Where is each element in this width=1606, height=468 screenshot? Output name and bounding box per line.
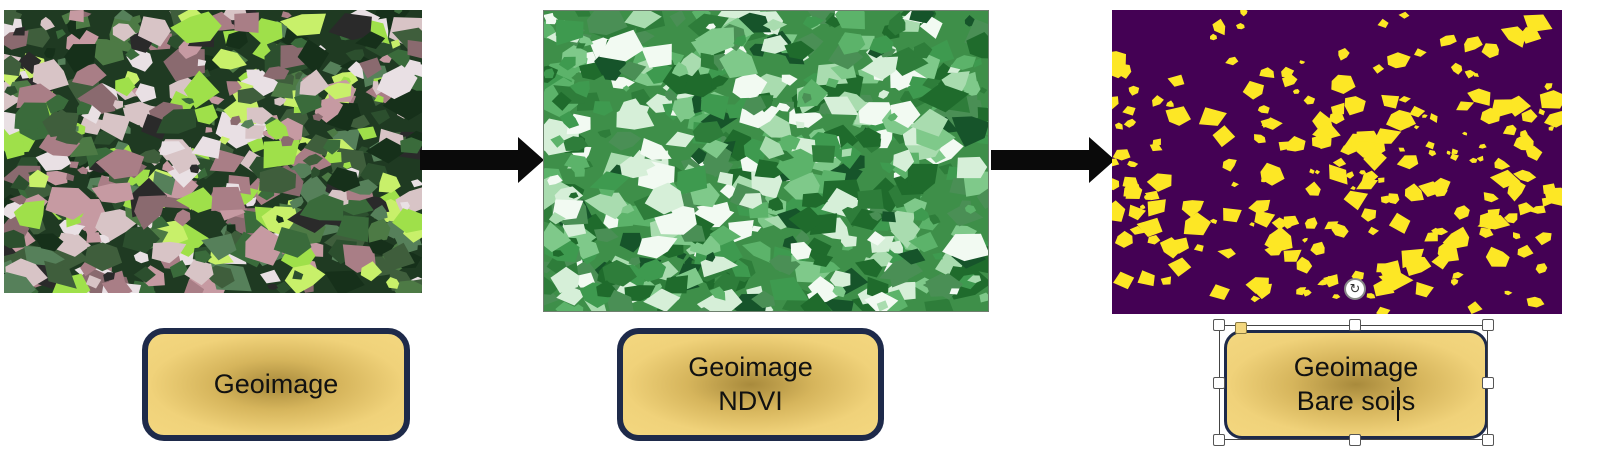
label-line-1: Geoimage bbox=[213, 368, 339, 399]
right-arrow-icon bbox=[420, 137, 544, 183]
label-line-2: Bare soils bbox=[1296, 385, 1416, 416]
resize-handle-left[interactable] bbox=[1213, 377, 1225, 389]
resize-handle-top[interactable] bbox=[1349, 319, 1361, 331]
rgb-satellite-image bbox=[4, 10, 422, 293]
label-line-1: Geoimage bbox=[688, 351, 813, 382]
geoimage-label-box[interactable]: Geoimage bbox=[142, 328, 410, 441]
geoimage-ndvi-label-box[interactable]: Geoimage NDVI bbox=[617, 328, 884, 441]
geoimage-bare-soils-label-box[interactable]: Geoimage Bare soils bbox=[1224, 330, 1488, 439]
resize-handle-bottom-left[interactable] bbox=[1213, 434, 1225, 446]
text-cursor bbox=[1397, 387, 1399, 421]
bare-soils-mask-image bbox=[1112, 10, 1562, 314]
label-line-1: Geoimage bbox=[1293, 351, 1419, 382]
ndvi-image-canvas bbox=[544, 11, 988, 311]
ndvi-image bbox=[543, 10, 989, 312]
right-arrow-icon bbox=[991, 137, 1115, 183]
rgb-image-canvas bbox=[4, 10, 422, 293]
rotate-icon[interactable]: ↻ bbox=[1344, 278, 1366, 300]
label-line-2: NDVI bbox=[718, 385, 783, 416]
resize-handle-bottom-right[interactable] bbox=[1482, 434, 1494, 446]
resize-handle-top-right[interactable] bbox=[1482, 319, 1494, 331]
resize-handle-bottom[interactable] bbox=[1349, 434, 1361, 446]
resize-handle-right[interactable] bbox=[1482, 377, 1494, 389]
bare-soils-canvas bbox=[1112, 10, 1562, 314]
resize-handle-top-left[interactable] bbox=[1213, 319, 1225, 331]
shape-adjust-handle[interactable] bbox=[1235, 322, 1247, 334]
